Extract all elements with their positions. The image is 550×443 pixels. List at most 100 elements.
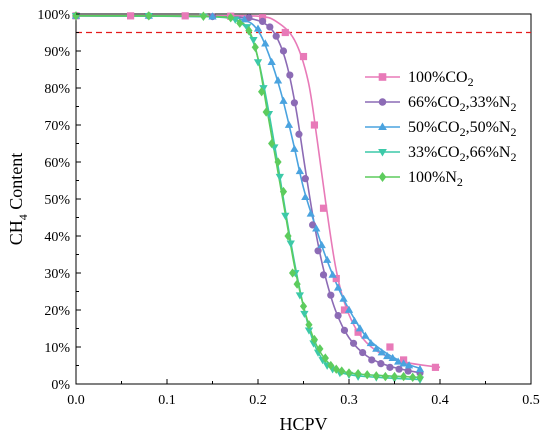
data-point bbox=[399, 359, 408, 367]
data-point bbox=[275, 173, 284, 182]
series-markers bbox=[71, 11, 440, 384]
data-point bbox=[355, 324, 365, 332]
data-point bbox=[240, 15, 249, 23]
legend-marker bbox=[378, 148, 387, 157]
y-tick-label: 40% bbox=[44, 230, 70, 245]
data-point bbox=[268, 138, 276, 149]
data-point bbox=[273, 76, 283, 84]
data-point bbox=[266, 23, 274, 31]
data-point bbox=[72, 11, 80, 21]
data-point bbox=[400, 371, 408, 382]
data-point bbox=[281, 212, 290, 220]
legend-label: 50%CO2,50%N2 bbox=[408, 119, 516, 139]
data-point bbox=[377, 348, 386, 356]
data-point bbox=[274, 157, 282, 167]
data-point bbox=[395, 365, 403, 373]
data-point bbox=[394, 357, 403, 365]
data-point bbox=[338, 366, 346, 376]
data-point bbox=[290, 99, 298, 107]
data-point bbox=[332, 364, 340, 374]
data-point bbox=[299, 52, 308, 61]
data-point bbox=[309, 221, 317, 229]
legend-item-3: 33%CO2,66%N2 bbox=[365, 144, 516, 164]
series-line-4 bbox=[75, 15, 421, 379]
y-tick-label: 50% bbox=[44, 193, 70, 208]
data-point bbox=[286, 240, 295, 248]
y-tick-label: 70% bbox=[44, 119, 70, 134]
data-point bbox=[295, 166, 304, 175]
data-point bbox=[363, 370, 371, 380]
y-tick-label: 90% bbox=[44, 45, 70, 60]
data-point bbox=[293, 279, 301, 289]
data-point bbox=[332, 274, 340, 283]
series-line-0 bbox=[75, 14, 441, 369]
data-point bbox=[281, 28, 289, 37]
data-point bbox=[279, 186, 288, 197]
data-point bbox=[319, 204, 328, 212]
data-point bbox=[290, 144, 299, 152]
data-point bbox=[340, 306, 349, 314]
data-point bbox=[368, 356, 376, 364]
data-point bbox=[316, 344, 324, 354]
x-tick-label: 0.0 bbox=[67, 393, 85, 408]
legend-item-2: 50%CO2,50%N2 bbox=[365, 119, 516, 139]
data-point bbox=[253, 24, 263, 32]
series-markers-4 bbox=[72, 11, 424, 383]
data-point bbox=[404, 367, 412, 375]
data-point bbox=[127, 12, 135, 20]
data-point bbox=[350, 316, 359, 324]
data-point bbox=[354, 368, 362, 379]
data-point bbox=[284, 231, 292, 241]
x-tick-label: 0.5 bbox=[522, 393, 540, 408]
data-point bbox=[377, 360, 385, 368]
series-markers-2 bbox=[71, 11, 425, 373]
data-point bbox=[279, 96, 288, 104]
data-point bbox=[299, 301, 308, 311]
legend-item-1: 66%CO2,33%N2 bbox=[365, 94, 516, 114]
data-point bbox=[339, 294, 348, 302]
data-point bbox=[415, 364, 425, 373]
data-point bbox=[340, 326, 349, 334]
axes: 0.0 0.1 0.2 0.3 0.4 0.5 0% 10% 20% 30% 40% 50% 60% 70… bbox=[6, 8, 540, 434]
data-point bbox=[295, 130, 303, 138]
data-point bbox=[354, 328, 362, 336]
data-point bbox=[145, 11, 153, 21]
data-point bbox=[253, 59, 263, 67]
data-point bbox=[372, 344, 381, 352]
data-point bbox=[199, 11, 207, 21]
data-point bbox=[208, 12, 217, 20]
data-point bbox=[310, 121, 319, 129]
data-point bbox=[258, 14, 267, 22]
legend-label: 100%N2 bbox=[408, 169, 463, 189]
data-point bbox=[304, 327, 314, 335]
data-point bbox=[327, 291, 335, 299]
data-point bbox=[272, 32, 280, 40]
y-tick-label: 30% bbox=[44, 267, 70, 282]
data-point bbox=[306, 209, 315, 217]
data-point bbox=[258, 87, 266, 97]
y-tick-label: 100% bbox=[37, 8, 70, 23]
data-point bbox=[267, 57, 276, 65]
data-point bbox=[249, 37, 258, 45]
y-tick-label: 60% bbox=[44, 156, 70, 171]
data-point bbox=[245, 14, 253, 22]
y-tick-label: 10% bbox=[44, 341, 70, 356]
data-point bbox=[327, 360, 335, 371]
data-point bbox=[386, 363, 394, 371]
y-tick-label: 80% bbox=[44, 82, 70, 97]
series-curves bbox=[75, 14, 441, 381]
data-point bbox=[245, 25, 253, 36]
data-point bbox=[366, 338, 375, 347]
legend: 100%CO2 66%CO2,33%N2 50%CO2,50%N2 33%CO2,66… bbox=[365, 69, 516, 189]
legend-marker bbox=[378, 122, 387, 131]
data-point bbox=[251, 42, 259, 52]
data-point bbox=[305, 320, 313, 330]
y-tick-label: 20% bbox=[44, 304, 70, 319]
data-point bbox=[181, 12, 189, 20]
data-point bbox=[383, 351, 392, 360]
data-point bbox=[259, 85, 268, 93]
data-point bbox=[286, 71, 294, 79]
data-point bbox=[227, 13, 235, 23]
data-point bbox=[372, 371, 380, 381]
